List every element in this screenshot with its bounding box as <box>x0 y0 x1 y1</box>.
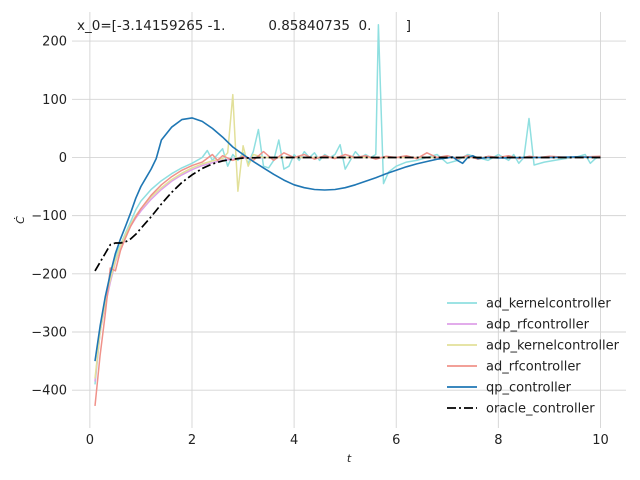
y-tick-label: 100 <box>42 93 67 108</box>
series-line-oracle_controller <box>94 156 601 272</box>
y-tick-label: 200 <box>42 35 67 50</box>
legend-label-ad_kernelcontroller: ad_kernelcontroller <box>486 297 611 312</box>
series-lines <box>94 24 601 406</box>
x-tick-labels: 0 2 4 6 8 10 <box>86 433 609 448</box>
annotation-text: x_0=[-3.14159265 -1. 0.85840735 0. ] <box>77 18 411 34</box>
series-line-qp_controller <box>94 117 601 362</box>
x-axis-label: t <box>347 452 352 465</box>
x-tick-label: 8 <box>494 433 502 448</box>
y-tick-label: −100 <box>31 209 67 224</box>
y-axis-label: Ċ <box>14 216 27 224</box>
y-tick-labels: −400 −300 −200 −100 0 100 200 <box>31 35 67 399</box>
series-line-ad_kernelcontroller <box>94 24 601 385</box>
legend-label-adp_kernelcontroller: adp_kernelcontroller <box>486 339 620 354</box>
y-tick-label: −200 <box>31 267 67 282</box>
legend-label-oracle_controller: oracle_controller <box>486 402 595 417</box>
y-tick-label: −400 <box>31 384 67 399</box>
x-tick-label: 6 <box>392 433 400 448</box>
x-tick-label: 4 <box>290 433 298 448</box>
legend-label-adp_rfcontroller: adp_rfcontroller <box>486 318 590 333</box>
y-tick-label: −300 <box>31 326 67 341</box>
legend-label-qp_controller: qp_controller <box>486 381 572 396</box>
legend-label-ad_rfcontroller: ad_rfcontroller <box>486 360 581 375</box>
x-tick-label: 2 <box>188 433 196 448</box>
x-tick-label: 10 <box>592 433 609 448</box>
x-tick-label: 0 <box>86 433 94 448</box>
plot-background <box>72 12 626 428</box>
y-tick-label: 0 <box>59 151 67 166</box>
legend: ad_kernelcontroller adp_rfcontroller adp_k… <box>447 297 620 417</box>
